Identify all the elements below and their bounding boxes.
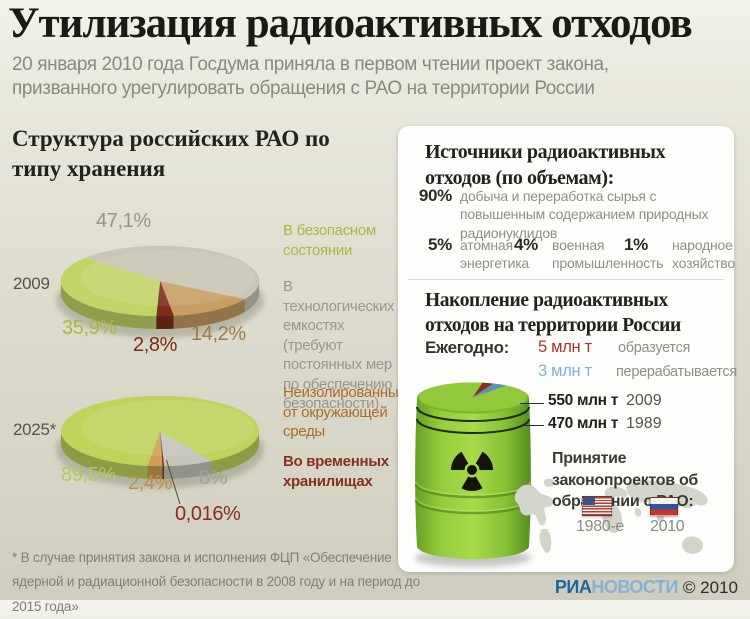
source-label-90: добыча и переработка сырья с повышенным … <box>460 188 709 241</box>
barrel-top-blue-wedge <box>473 383 507 397</box>
annual-processed-desc: перерабатывается <box>616 364 737 380</box>
pie-2025-year-label: 2025* <box>13 420 56 439</box>
legend-non-isolated: Неизолированные от окружающей среды <box>283 384 407 440</box>
world-map <box>514 479 708 554</box>
total-1989-amount: 470 млн т <box>548 415 619 432</box>
source-pct-5: 5% <box>428 235 452 254</box>
brand-copyright: © 2010 <box>682 578 738 597</box>
pie-chart-2025 <box>56 395 264 488</box>
pie-2025-value-sliver: 0,016% <box>175 503 241 525</box>
source-pct-4: 4% <box>514 235 538 254</box>
pie-2009-value-tan: 14,2% <box>191 323 246 345</box>
annual-label: Ежегодно: <box>425 338 510 357</box>
source-label-4: военная промышленность <box>552 237 664 272</box>
annual-generated-desc: образуется <box>618 340 691 356</box>
russia-law-year: 2010 <box>650 518 685 535</box>
sources-heading: Источники радиоактивных отходов (по объе… <box>425 141 666 189</box>
usa-flag-icon <box>582 496 612 516</box>
brand-logo: РИАНОВОСТИ © 2010 <box>555 577 738 598</box>
pie-chart-2009 <box>56 245 264 338</box>
legend-tech-containers: В технологических емкостях (требуют пост… <box>283 278 395 412</box>
callout-line-550 <box>520 403 544 404</box>
barrel-top-red-wedge <box>473 382 494 397</box>
accumulation-heading: Накопление радиоактивных отходов на терр… <box>425 290 681 337</box>
page-title: Утилизация радиоактивных отходов <box>8 0 693 47</box>
card-divider <box>408 279 724 280</box>
radiation-icon <box>451 451 493 492</box>
page-subtitle: 20 января 2010 года Госдума приняла в пе… <box>12 54 609 99</box>
source-label-5: атомная энергетика <box>460 237 530 272</box>
annual-generated-amount: 5 млн т <box>538 338 592 356</box>
pie-2009-value-green: 35,9% <box>62 317 117 339</box>
legend-temporary-storage: Во временных хранилищах <box>283 453 389 490</box>
total-1989-year: 1989 <box>626 415 662 432</box>
right-panel-card: Источники радиоактивных отходов (по объе… <box>398 126 737 572</box>
pie-2025-value-gray: 8% <box>199 467 228 489</box>
source-label-1: народное хозяйство <box>672 237 735 272</box>
pie-2009-year-label: 2009 <box>13 274 50 293</box>
brand-ria: РИА <box>554 577 592 597</box>
storage-structure-heading: Структура российских РАО по типу хранени… <box>12 126 330 181</box>
pie-2009-value-gray: 47,1% <box>96 210 151 232</box>
legend-safe-storage: В безопасном состоянии <box>283 222 376 259</box>
source-pct-1: 1% <box>624 235 648 254</box>
laws-heading: Принятие законопроектов об обращении с Р… <box>552 450 699 511</box>
infographic: Утилизация радиоактивных отходов 20 янва… <box>8 0 738 614</box>
pie-2025-value-tan: 2,4% <box>128 472 172 494</box>
footnote: * В случае принятия закона и исполнения … <box>12 550 420 614</box>
pie-2009-value-red: 2,8% <box>133 334 177 356</box>
russia-flag-icon <box>650 497 678 516</box>
total-2009-amount: 550 млн т <box>548 392 619 409</box>
pie-2025-value-green: 89,5% <box>61 464 116 486</box>
callout-line-470 <box>522 425 544 426</box>
annual-processed-amount: 3 млн т <box>538 362 592 380</box>
usa-law-year: 1980-е <box>576 518 625 535</box>
source-pct-90: 90% <box>418 186 452 205</box>
brand-novosti: НОВОСТИ <box>591 577 678 597</box>
total-2009-year: 2009 <box>626 392 662 409</box>
